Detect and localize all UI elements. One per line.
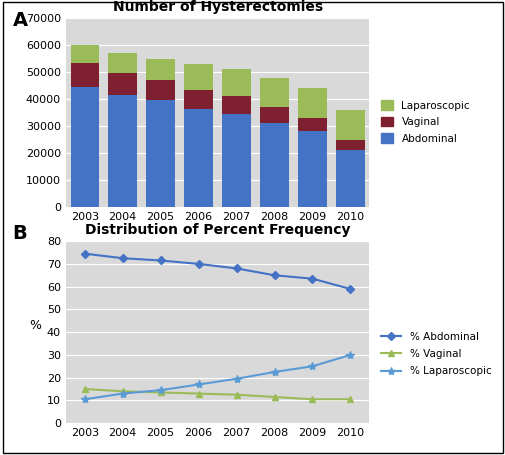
Bar <box>184 109 213 207</box>
Bar <box>70 45 99 63</box>
% Vaginal <box>271 394 277 400</box>
% Laparoscopic <box>195 382 201 387</box>
Bar <box>335 140 364 150</box>
% Laparoscopic <box>309 364 315 369</box>
% Vaginal <box>346 396 352 402</box>
Bar <box>146 80 175 101</box>
% Laparoscopic <box>233 376 239 381</box>
% Abdominal <box>119 255 125 261</box>
Text: B: B <box>13 224 27 243</box>
Bar <box>335 150 364 207</box>
% Vaginal <box>82 386 88 392</box>
Bar <box>146 59 175 80</box>
% Laparoscopic <box>271 369 277 375</box>
Line: % Laparoscopic: % Laparoscopic <box>80 351 354 404</box>
% Vaginal <box>119 389 125 394</box>
Bar <box>297 131 326 207</box>
Title: Distribution of Percent Frequency: Distribution of Percent Frequency <box>85 223 349 237</box>
% Laparoscopic <box>346 352 352 358</box>
% Laparoscopic <box>158 387 164 393</box>
Line: % Abdominal: % Abdominal <box>81 251 353 292</box>
Bar <box>222 96 250 114</box>
Legend: Laparoscopic, Vaginal, Abdominal: Laparoscopic, Vaginal, Abdominal <box>380 101 469 144</box>
% Vaginal <box>233 392 239 398</box>
% Vaginal <box>158 389 164 395</box>
Line: % Vaginal: % Vaginal <box>81 385 353 403</box>
% Vaginal <box>309 396 315 402</box>
% Abdominal <box>346 286 352 292</box>
Bar <box>70 87 99 207</box>
Bar <box>222 70 250 96</box>
% Abdominal <box>82 251 88 256</box>
Bar <box>70 63 99 87</box>
% Abdominal <box>158 258 164 263</box>
% Vaginal <box>195 391 201 396</box>
Legend: % Abdominal, % Vaginal, % Laparoscopic: % Abdominal, % Vaginal, % Laparoscopic <box>380 332 490 376</box>
Bar <box>184 64 213 90</box>
Bar <box>260 77 288 107</box>
Y-axis label: %: % <box>30 319 41 332</box>
Bar <box>260 123 288 207</box>
% Abdominal <box>233 266 239 271</box>
Bar <box>108 74 137 95</box>
% Laparoscopic <box>119 391 125 396</box>
Bar <box>108 95 137 207</box>
Bar <box>260 107 288 123</box>
Bar <box>184 90 213 109</box>
Bar <box>335 110 364 140</box>
Bar <box>108 53 137 74</box>
Bar <box>297 88 326 118</box>
Bar <box>146 101 175 207</box>
Title: Number of Hysterectomies: Number of Hysterectomies <box>112 0 322 14</box>
Bar <box>222 114 250 207</box>
% Abdominal <box>195 261 201 267</box>
% Laparoscopic <box>82 396 88 402</box>
% Abdominal <box>309 276 315 281</box>
Bar <box>297 118 326 131</box>
% Abdominal <box>271 273 277 278</box>
Text: A: A <box>13 11 28 30</box>
